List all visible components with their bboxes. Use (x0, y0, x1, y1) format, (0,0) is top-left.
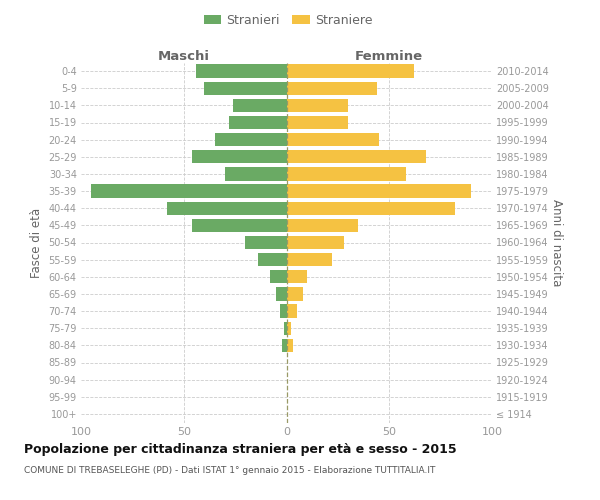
Bar (215, 133, 287, 146)
Bar (91, 184, 287, 198)
Text: Popolazione per cittadinanza straniera per età e sesso - 2015: Popolazione per cittadinanza straniera p… (24, 442, 457, 456)
Text: Femmine: Femmine (355, 50, 424, 62)
Bar (167, 202, 287, 215)
Bar (287, 236, 344, 249)
Bar (192, 218, 287, 232)
Bar (258, 253, 287, 266)
Bar (287, 270, 307, 283)
Bar (196, 64, 287, 78)
Legend: Stranieri, Straniere: Stranieri, Straniere (199, 8, 377, 32)
Bar (225, 167, 287, 180)
Bar (276, 287, 287, 300)
Bar (205, 82, 287, 95)
Text: COMUNE DI TREBASELEGHE (PD) - Dati ISTAT 1° gennaio 2015 - Elaborazione TUTTITAL: COMUNE DI TREBASELEGHE (PD) - Dati ISTAT… (24, 466, 436, 475)
Bar (287, 322, 290, 335)
Y-axis label: Anni di nascita: Anni di nascita (550, 199, 563, 286)
Bar (284, 322, 287, 335)
Bar (287, 253, 332, 266)
Bar (287, 184, 472, 198)
Bar (287, 287, 303, 300)
Bar (283, 338, 287, 352)
Bar (280, 304, 287, 318)
Bar (287, 202, 455, 215)
Text: Maschi: Maschi (158, 50, 210, 62)
Bar (229, 116, 287, 129)
Bar (287, 133, 379, 146)
Y-axis label: Fasce di età: Fasce di età (30, 208, 43, 278)
Bar (192, 150, 287, 164)
Bar (287, 150, 426, 164)
Bar (287, 98, 348, 112)
Bar (287, 167, 406, 180)
Bar (287, 64, 414, 78)
Bar (287, 218, 358, 232)
Bar (287, 116, 348, 129)
Bar (270, 270, 287, 283)
Bar (287, 304, 297, 318)
Bar (233, 98, 287, 112)
Bar (287, 338, 293, 352)
Bar (245, 236, 287, 249)
Bar (287, 82, 377, 95)
